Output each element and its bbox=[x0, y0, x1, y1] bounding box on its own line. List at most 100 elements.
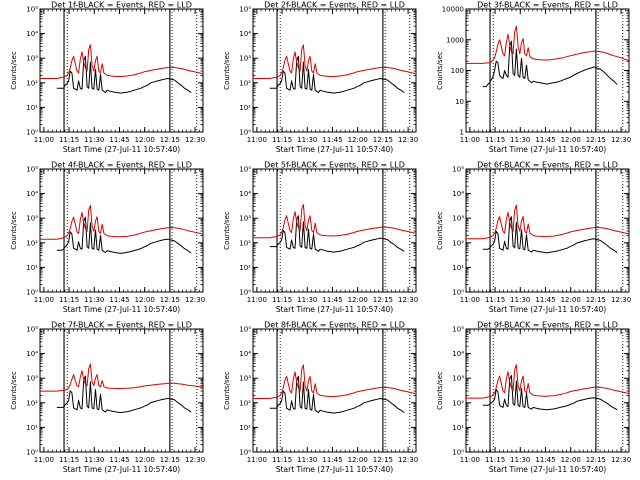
plot-frame bbox=[252, 168, 417, 293]
y-tick-label: 10⁵ bbox=[239, 326, 251, 334]
y-tick-label: 100 bbox=[451, 67, 464, 75]
series-group bbox=[253, 364, 416, 414]
y-tick-label: 10⁵ bbox=[239, 166, 251, 174]
plot-frame bbox=[39, 168, 204, 293]
chart-title: Det 1f-BLACK = Events, RED = LLD bbox=[51, 1, 192, 10]
x-tick-label: 12:30 bbox=[611, 136, 631, 144]
x-axis-label: Start Time (27-Jul-11 10:57:40) bbox=[63, 305, 180, 314]
series-group bbox=[253, 204, 416, 253]
y-tick-label: 10⁴ bbox=[26, 30, 38, 38]
x-tick-label: 11:30 bbox=[297, 296, 317, 304]
chart-panel-9: Det 9f-BLACK = Events, RED = LLD Counts/s… bbox=[436, 321, 631, 475]
y-tick-label: 1 bbox=[460, 129, 464, 137]
series-events-line bbox=[56, 216, 192, 254]
x-axis-label: Start Time (27-Jul-11 10:57:40) bbox=[489, 145, 606, 154]
x-tick-label: 11:30 bbox=[510, 456, 530, 464]
x-tick-label: 11:15 bbox=[272, 136, 292, 144]
x-axis-label: Start Time (27-Jul-11 10:57:40) bbox=[489, 465, 606, 474]
plot-frame bbox=[39, 328, 204, 453]
y-tick-label: 10¹ bbox=[452, 264, 464, 272]
x-tick-label: 11:15 bbox=[485, 296, 505, 304]
series-group bbox=[466, 364, 629, 411]
y-axis-label: Counts/sec bbox=[223, 371, 231, 410]
y-tick-label: 10⁰ bbox=[239, 449, 251, 457]
y-tick-label: 10³ bbox=[452, 215, 464, 223]
y-tick-label: 10⁴ bbox=[452, 190, 464, 198]
x-tick-label: 12:30 bbox=[611, 456, 631, 464]
x-tick-label: 11:45 bbox=[535, 456, 555, 464]
y-tick-label: 10³ bbox=[452, 375, 464, 383]
x-tick-label: 12:00 bbox=[348, 456, 368, 464]
y-tick-label: 10² bbox=[452, 399, 464, 407]
x-tick-label: 11:00 bbox=[460, 456, 480, 464]
x-tick-label: 12:00 bbox=[561, 296, 581, 304]
y-tick-label: 10⁰ bbox=[239, 129, 251, 137]
x-tick-label: 12:00 bbox=[348, 296, 368, 304]
y-axis-label: Counts/sec bbox=[10, 51, 18, 90]
chart-title: Det 4f-BLACK = Events, RED = LLD bbox=[51, 161, 192, 170]
y-tick-label: 10⁵ bbox=[239, 6, 251, 14]
x-tick-label: 11:45 bbox=[535, 136, 555, 144]
x-tick-label: 11:15 bbox=[485, 456, 505, 464]
x-tick-label: 11:45 bbox=[322, 136, 342, 144]
chart-title: Det 2f-BLACK = Events, RED = LLD bbox=[264, 1, 405, 10]
x-tick-label: 11:00 bbox=[247, 296, 267, 304]
y-axis-label: Counts/sec bbox=[436, 211, 444, 250]
series-lld-line bbox=[253, 364, 416, 399]
y-tick-label: 10² bbox=[26, 239, 38, 247]
chart-panel-8: Det 8f-BLACK = Events, RED = LLD Counts/s… bbox=[223, 321, 418, 475]
y-axis-label: Counts/sec bbox=[436, 51, 444, 90]
x-tick-label: 11:30 bbox=[510, 136, 530, 144]
x-tick-label: 12:15 bbox=[160, 456, 180, 464]
x-tick-label: 11:30 bbox=[510, 296, 530, 304]
series-group bbox=[466, 25, 629, 88]
series-lld-line bbox=[40, 363, 203, 392]
y-tick-label: 10³ bbox=[239, 55, 251, 63]
y-tick-label: 10 bbox=[455, 98, 464, 106]
series-group bbox=[40, 363, 203, 414]
x-tick-label: 12:30 bbox=[611, 296, 631, 304]
x-tick-label: 11:00 bbox=[247, 456, 267, 464]
chart-title: Det 7f-BLACK = Events, RED = LLD bbox=[51, 321, 192, 330]
y-tick-label: 10⁰ bbox=[452, 449, 464, 457]
chart-panel-4: Det 4f-BLACK = Events, RED = LLD Counts/s… bbox=[10, 161, 205, 315]
x-tick-label: 11:30 bbox=[84, 456, 104, 464]
y-tick-label: 10⁴ bbox=[26, 190, 38, 198]
series-group bbox=[40, 44, 203, 94]
x-tick-label: 12:00 bbox=[135, 456, 155, 464]
series-events-line bbox=[482, 40, 618, 88]
plot-frame bbox=[39, 8, 204, 133]
x-tick-label: 11:00 bbox=[34, 136, 54, 144]
y-tick-label: 10³ bbox=[239, 215, 251, 223]
series-events-line bbox=[56, 55, 192, 94]
y-tick-label: 10⁴ bbox=[26, 350, 38, 358]
series-lld-line bbox=[466, 25, 629, 64]
series-events-line bbox=[482, 374, 618, 411]
chart-panel-7: Det 7f-BLACK = Events, RED = LLD Counts/s… bbox=[10, 321, 205, 475]
plot-frame bbox=[252, 328, 417, 453]
x-tick-label: 11:00 bbox=[460, 136, 480, 144]
x-tick-label: 12:30 bbox=[185, 136, 205, 144]
series-events-line bbox=[269, 55, 405, 94]
y-tick-label: 10⁴ bbox=[239, 30, 251, 38]
y-tick-label: 10³ bbox=[26, 375, 38, 383]
series-lld-line bbox=[40, 44, 203, 79]
chart-title: Det 3f-BLACK = Events, RED = LLD bbox=[477, 1, 618, 10]
y-tick-label: 10⁰ bbox=[239, 289, 251, 297]
chart-panel-1: Det 1f-BLACK = Events, RED = LLD Counts/s… bbox=[10, 1, 205, 155]
series-lld-line bbox=[466, 364, 629, 399]
x-tick-label: 11:30 bbox=[84, 296, 104, 304]
x-tick-label: 12:00 bbox=[561, 136, 581, 144]
x-tick-label: 12:15 bbox=[586, 296, 606, 304]
x-tick-label: 11:45 bbox=[109, 296, 129, 304]
plot-frame bbox=[252, 8, 417, 133]
y-tick-label: 10² bbox=[26, 399, 38, 407]
x-tick-label: 12:30 bbox=[398, 296, 418, 304]
x-tick-label: 12:15 bbox=[160, 136, 180, 144]
x-tick-label: 12:30 bbox=[185, 456, 205, 464]
x-tick-label: 11:15 bbox=[272, 456, 292, 464]
x-axis-label: Start Time (27-Jul-11 10:57:40) bbox=[63, 465, 180, 474]
x-tick-label: 12:30 bbox=[398, 456, 418, 464]
y-tick-label: 10⁰ bbox=[26, 129, 38, 137]
x-tick-label: 12:15 bbox=[160, 296, 180, 304]
